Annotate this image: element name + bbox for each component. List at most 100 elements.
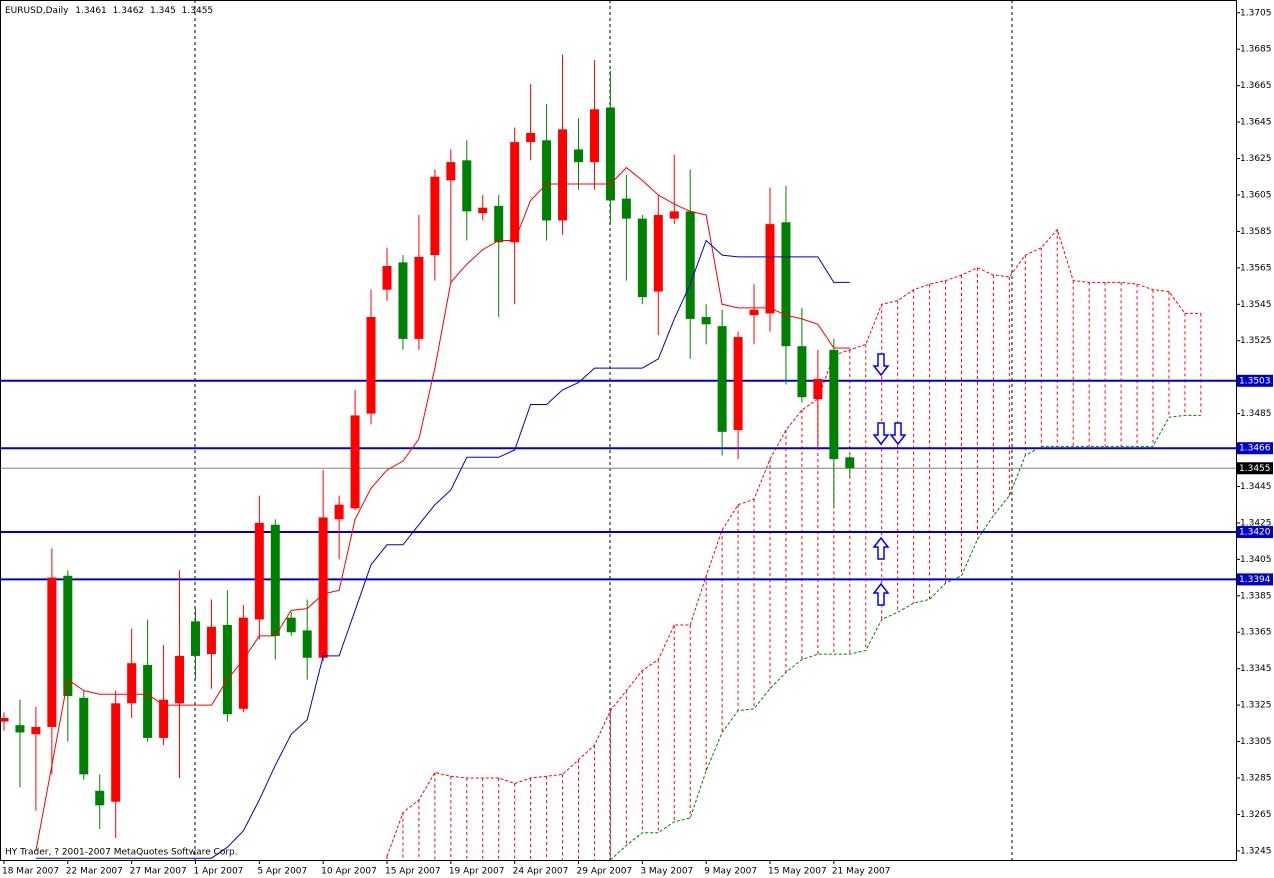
down-arrow — [889, 422, 907, 446]
candle-body — [797, 346, 807, 398]
candle-body — [143, 665, 153, 738]
candle-body — [605, 107, 615, 201]
candle-body — [302, 630, 312, 658]
copyright: HY Trader, ? 2001-2007 MetaQuotes Softwa… — [5, 848, 238, 858]
candle-body — [414, 256, 424, 339]
y-tick-label: 1.3265 — [1240, 810, 1272, 820]
candle-body — [446, 162, 456, 181]
level-label-box — [1237, 442, 1273, 455]
candle-body — [462, 160, 472, 212]
senkou-span-a — [386, 228, 1201, 857]
y-tick-label: 1.3325 — [1240, 701, 1272, 711]
last-close: 1.3455 — [182, 6, 214, 16]
y-tick-label: 1.3485 — [1240, 409, 1272, 419]
candle-body — [478, 207, 488, 214]
candle-body — [127, 663, 137, 704]
candle-body — [222, 624, 232, 715]
candle-body — [63, 575, 73, 697]
x-tick-label: 21 May 2007 — [832, 867, 891, 877]
y-tick-label: 1.3405 — [1240, 555, 1272, 565]
y-tick-label: 1.3425 — [1240, 518, 1272, 528]
x-tick-label: 24 Apr 2007 — [513, 867, 569, 877]
x-tick-label: 9 May 2007 — [704, 867, 757, 877]
candle-body — [813, 378, 823, 400]
down-arrow — [872, 422, 890, 446]
y-tick-label: 1.3705 — [1240, 8, 1272, 18]
candle-body — [829, 349, 839, 460]
candle-body — [286, 617, 296, 633]
candle-body — [47, 577, 57, 727]
candle-body — [558, 129, 568, 221]
candle-body — [159, 699, 169, 738]
x-tick-label: 27 Mar 2007 — [130, 867, 187, 877]
candle-body — [733, 337, 743, 430]
x-tick-label: 22 Mar 2007 — [66, 867, 123, 877]
level-label: 1.3420 — [1239, 528, 1271, 538]
level-label-box — [1237, 374, 1273, 387]
signal-arrows — [872, 353, 907, 606]
candle-body — [15, 725, 25, 733]
y-tick-label: 1.3545 — [1240, 300, 1272, 310]
candle-body — [494, 205, 504, 243]
candle-body — [781, 222, 791, 347]
candle-body — [749, 309, 759, 316]
candle-body — [637, 218, 647, 297]
level-label: 1.3466 — [1239, 444, 1271, 454]
y-tick-label: 1.3305 — [1240, 737, 1272, 747]
candle-body — [95, 790, 105, 806]
candle-body — [382, 266, 392, 290]
y-tick-label: 1.3345 — [1240, 664, 1272, 674]
candle-body — [190, 621, 200, 656]
y-tick-label: 1.3365 — [1240, 628, 1272, 638]
senkou-span-b — [610, 414, 1201, 860]
kijun-line — [35, 239, 850, 859]
y-tick-label: 1.3645 — [1240, 118, 1272, 128]
x-tick-label: 3 May 2007 — [640, 867, 693, 877]
candle-body — [175, 655, 185, 704]
plot-area — [0, 0, 1236, 860]
candle-body — [589, 109, 599, 163]
level-label: 1.3394 — [1239, 575, 1271, 585]
candle-body — [334, 504, 344, 520]
candle-body — [701, 317, 711, 325]
level-label: 1.3503 — [1239, 376, 1271, 386]
symbol: EURUSD,Daily — [5, 6, 69, 16]
candle-body — [542, 140, 552, 221]
x-tick-label: 29 Apr 2007 — [577, 867, 633, 877]
tenkan-line — [35, 166, 850, 851]
candle-body — [398, 262, 408, 339]
x-tick-label: 1 Apr 2007 — [193, 867, 243, 877]
x-tick-label: 19 Apr 2007 — [449, 867, 505, 877]
bid-label-box — [1237, 462, 1273, 475]
y-tick-label: 1.3565 — [1240, 263, 1272, 273]
y-tick-label: 1.3625 — [1240, 154, 1272, 164]
plot-border — [0, 0, 1237, 861]
y-tick-label: 1.3665 — [1240, 81, 1272, 91]
up-arrow — [872, 536, 890, 560]
y-tick-label: 1.3685 — [1240, 45, 1272, 55]
candle-body — [350, 415, 360, 509]
candle-body — [653, 215, 663, 292]
candle-body — [510, 142, 520, 243]
down-arrow — [872, 353, 890, 377]
y-tick-label: 1.3525 — [1240, 336, 1272, 346]
candle-body — [79, 697, 89, 775]
candle-body — [574, 149, 584, 163]
candle-body — [430, 176, 440, 256]
candle-body — [526, 133, 536, 143]
level-label-box — [1237, 526, 1273, 539]
x-tick-label: 10 Apr 2007 — [321, 867, 377, 877]
x-tick-label: 5 Apr 2007 — [257, 867, 307, 877]
candle-body — [845, 457, 855, 469]
last-open: 1.3461 — [75, 6, 107, 16]
candle-body — [31, 726, 41, 735]
x-tick-label: 15 Apr 2007 — [385, 867, 441, 877]
candle-body — [621, 198, 631, 219]
x-tick-label: 18 Mar 2007 — [2, 867, 59, 877]
candle-body — [717, 326, 727, 432]
candle-body — [111, 703, 121, 802]
candle-body — [254, 522, 264, 620]
candle-body — [270, 524, 280, 636]
